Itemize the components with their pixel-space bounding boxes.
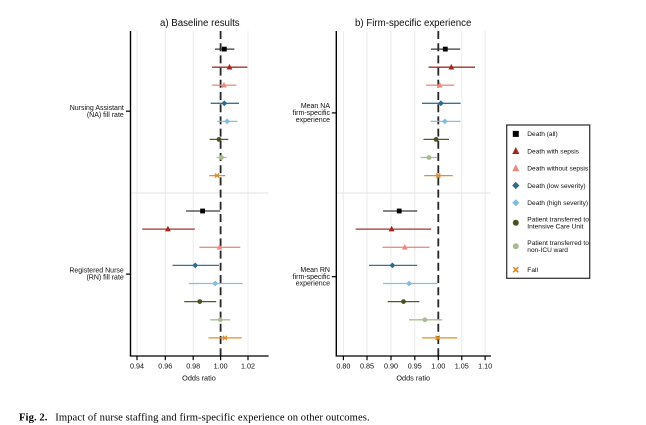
svg-text:0.90: 0.90 — [384, 362, 398, 371]
svg-text:Death (high severity): Death (high severity) — [527, 200, 588, 207]
svg-text:Death (low severity): Death (low severity) — [527, 183, 585, 190]
svg-text:a) Baseline results: a) Baseline results — [160, 18, 240, 29]
svg-text:Intensive Care Unit: Intensive Care Unit — [527, 224, 583, 231]
svg-text:b) Firm-specific experience: b) Firm-specific experience — [355, 18, 471, 29]
svg-text:0.95: 0.95 — [408, 362, 422, 371]
svg-text:(NA) fill rate: (NA) fill rate — [87, 112, 124, 119]
svg-text:non-ICU ward: non-ICU ward — [527, 247, 568, 254]
svg-text:Nursing Assistant: Nursing Assistant — [70, 105, 124, 112]
svg-text:1.00: 1.00 — [214, 362, 228, 371]
svg-text:Patient transferred to: Patient transferred to — [527, 217, 589, 224]
svg-text:Mean NA: Mean NA — [301, 103, 331, 110]
svg-text:Fig. 2. Impact of nurse staffi: Fig. 2. Impact of nurse staffing and fir… — [19, 413, 370, 424]
svg-text:1.02: 1.02 — [241, 362, 255, 371]
svg-text:Registered Nurse: Registered Nurse — [69, 268, 124, 275]
svg-text:1.10: 1.10 — [478, 362, 492, 371]
svg-text:(RN) fill rate: (RN) fill rate — [86, 274, 123, 281]
svg-text:1.00: 1.00 — [431, 362, 445, 371]
svg-text:Mean RN: Mean RN — [300, 267, 330, 274]
svg-text:0.98: 0.98 — [186, 362, 200, 371]
svg-text:0.80: 0.80 — [336, 362, 350, 371]
svg-text:Odds ratio: Odds ratio — [182, 373, 216, 382]
svg-text:Odds ratio: Odds ratio — [396, 373, 430, 382]
svg-text:Death (all): Death (all) — [527, 131, 557, 138]
svg-text:Death with sepsis: Death with sepsis — [527, 148, 579, 155]
svg-text:experience: experience — [296, 117, 330, 124]
svg-text:Fall: Fall — [527, 267, 538, 274]
svg-text:0.96: 0.96 — [158, 362, 172, 371]
svg-text:experience: experience — [296, 281, 330, 288]
svg-text:0.94: 0.94 — [130, 362, 144, 371]
svg-text:Patient transferred to: Patient transferred to — [527, 240, 589, 247]
svg-text:firm-specific: firm-specific — [293, 110, 331, 117]
svg-text:0.85: 0.85 — [360, 362, 374, 371]
svg-text:Death without sepsis: Death without sepsis — [527, 166, 589, 173]
svg-text:1.05: 1.05 — [455, 362, 469, 371]
svg-text:firm-specific: firm-specific — [293, 274, 331, 281]
